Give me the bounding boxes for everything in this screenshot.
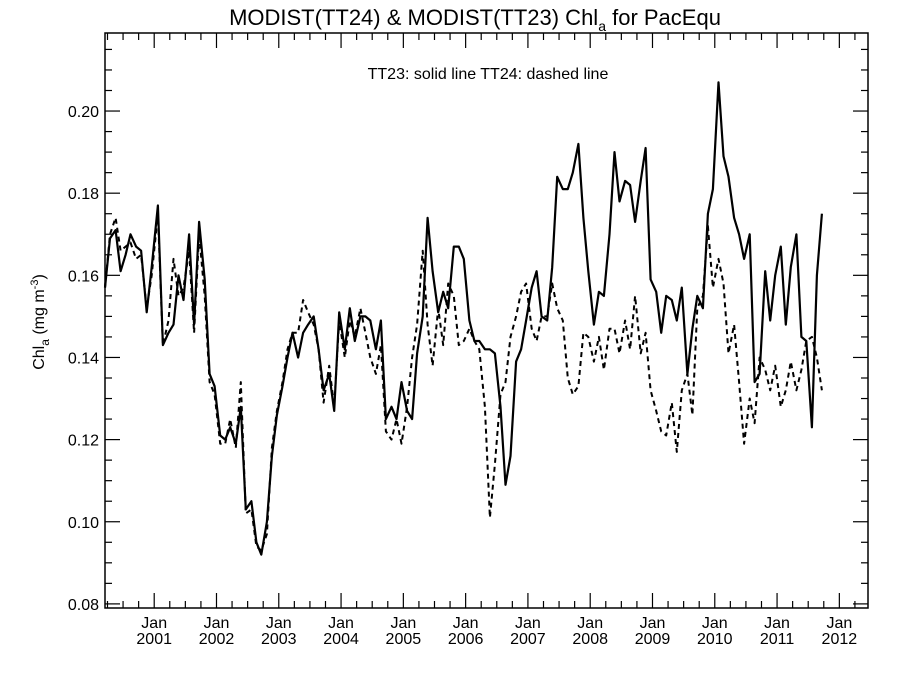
y-tick-label: 0.12 xyxy=(68,433,99,450)
x-tick-label-year: 2012 xyxy=(822,631,858,648)
title-main: MODIST(TT24) & MODIST(TT23) Chl xyxy=(229,5,598,30)
y-tick-label: 0.20 xyxy=(68,104,99,121)
x-tick-label-month: Jan xyxy=(390,615,416,632)
x-tick-label-month: Jan xyxy=(764,615,790,632)
y-tick-label: 0.18 xyxy=(68,186,99,203)
axis-tick-labels: 0.080.100.120.140.160.180.20Jan2001Jan20… xyxy=(68,104,857,648)
x-tick-label-year: 2003 xyxy=(261,631,297,648)
x-tick-label-year: 2008 xyxy=(572,631,608,648)
x-tick-label-year: 2010 xyxy=(697,631,733,648)
plot-area xyxy=(103,81,823,556)
series-tt24-dashed-line xyxy=(104,212,823,552)
x-tick-label-year: 2009 xyxy=(635,631,671,648)
x-tick-label-month: Jan xyxy=(577,615,603,632)
plot-frame xyxy=(104,32,869,609)
ylabel-superscript: -3 xyxy=(29,280,41,290)
x-tick-label-year: 2004 xyxy=(323,631,359,648)
y-tick-label: 0.14 xyxy=(68,350,99,367)
ylabel-main: Chl xyxy=(31,346,48,370)
ylabel-subscript: a xyxy=(38,339,52,346)
title-subscript: a xyxy=(598,18,606,34)
x-tick-label-month: Jan xyxy=(328,615,354,632)
x-tick-label-year: 2007 xyxy=(510,631,546,648)
x-tick-label-year: 2006 xyxy=(448,631,484,648)
x-tick-label-year: 2001 xyxy=(136,631,172,648)
series-style-annotation: TT23: solid line TT24: dashed line xyxy=(368,66,609,83)
y-tick-label: 0.10 xyxy=(68,515,99,532)
x-tick-label-month: Jan xyxy=(515,615,541,632)
x-tick-label-month: Jan xyxy=(453,615,479,632)
x-tick-label-month: Jan xyxy=(266,615,292,632)
axis-ticks xyxy=(105,33,868,608)
y-axis-label: Chla (mg m-3) xyxy=(29,274,52,370)
x-tick-label-year: 2011 xyxy=(760,631,795,648)
x-tick-label-month: Jan xyxy=(204,615,230,632)
x-tick-label-year: 2002 xyxy=(199,631,235,648)
x-tick-label-month: Jan xyxy=(640,615,666,632)
y-tick-label: 0.08 xyxy=(68,597,99,614)
ylabel-close: ) xyxy=(31,274,48,279)
x-tick-label-month: Jan xyxy=(141,615,167,632)
series-tt23-solid-line xyxy=(103,81,823,556)
title-suffix: for PacEqu xyxy=(606,5,721,30)
y-tick-label: 0.16 xyxy=(68,268,99,285)
ylabel-unit: (mg m xyxy=(31,289,48,339)
x-tick-label-month: Jan xyxy=(702,615,728,632)
x-tick-label-year: 2005 xyxy=(386,631,422,648)
chart-title: MODIST(TT24) & MODIST(TT23) Chla for Pac… xyxy=(229,5,721,34)
x-tick-label-month: Jan xyxy=(826,615,852,632)
